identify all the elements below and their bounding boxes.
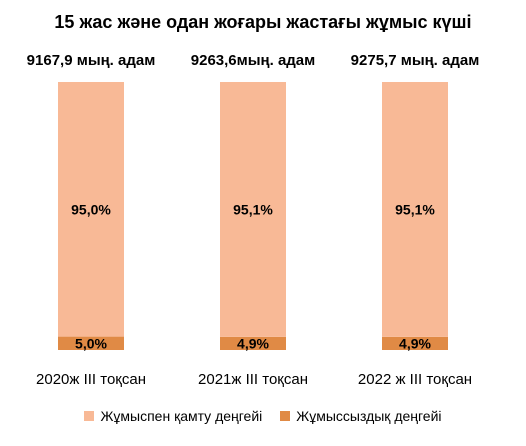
bar-employment-2021: [220, 82, 286, 337]
category-label-2020: 2020ж III тоқсан: [36, 371, 146, 388]
total-label-2021: 9263,6мың. адам: [190, 52, 316, 69]
legend-item-employment: Жұмыспен қамту деңгейі: [84, 408, 262, 424]
total-label-2022: 9275,7 мың. адам: [350, 52, 480, 69]
bar-unemployment-2020: [58, 336, 124, 350]
data-label-unemployment-2021: 4,9%: [237, 335, 269, 351]
data-label-employment-2020: 95,0%: [71, 201, 111, 217]
category-label-2022: 2022 ж III тоқсан: [357, 371, 473, 388]
data-label-employment-2022: 95,1%: [395, 201, 435, 217]
legend-swatch-employment: [84, 411, 95, 421]
data-label-employment-2021: 95,1%: [233, 201, 273, 217]
data-label-unemployment-2020: 5,0%: [75, 335, 107, 351]
bar-unemployment-2022: [382, 336, 448, 350]
bar-employment-2020: [58, 82, 124, 337]
total-label-2020: 9167,9 мың. адам: [26, 52, 156, 69]
legend-item-unemployment: Жұмыссыздық деңгейі: [280, 408, 442, 424]
chart-title: 15 жас және одан жоғары жастағы жұмыс кү…: [54, 12, 472, 32]
bar-employment-2022: [382, 82, 448, 337]
data-label-unemployment-2022: 4,9%: [399, 335, 431, 351]
legend-label-unemployment: Жұмыссыздық деңгейі: [296, 408, 442, 424]
chart-legend: Жұмыспен қамту деңгейі Жұмыссыздық деңге…: [0, 408, 526, 424]
legend-label-employment: Жұмыспен қамту деңгейі: [100, 408, 263, 424]
legend-swatch-unemployment: [280, 411, 291, 421]
category-label-2021: 2021ж III тоқсан: [198, 371, 308, 388]
bar-unemployment-2021: [220, 336, 286, 350]
